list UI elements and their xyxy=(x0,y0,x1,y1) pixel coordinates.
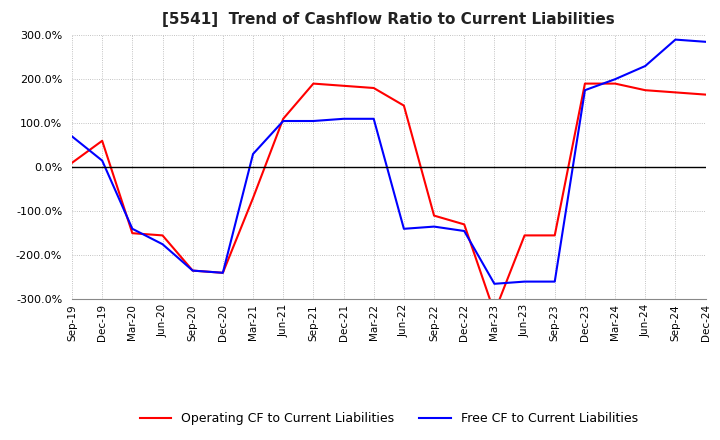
Operating CF to Current Liabilities xyxy=(430,213,438,218)
Free CF to Current Liabilities xyxy=(550,279,559,284)
Free CF to Current Liabilities xyxy=(158,242,167,247)
Free CF to Current Liabilities xyxy=(189,268,197,273)
Operating CF to Current Liabilities xyxy=(98,138,107,143)
Operating CF to Current Liabilities xyxy=(369,85,378,91)
Free CF to Current Liabilities xyxy=(580,88,589,93)
Free CF to Current Liabilities xyxy=(430,224,438,229)
Free CF to Current Liabilities xyxy=(68,134,76,139)
Operating CF to Current Liabilities xyxy=(248,195,257,201)
Operating CF to Current Liabilities xyxy=(189,268,197,273)
Operating CF to Current Liabilities xyxy=(158,233,167,238)
Free CF to Current Liabilities xyxy=(279,118,287,124)
Free CF to Current Liabilities xyxy=(219,270,228,275)
Operating CF to Current Liabilities xyxy=(219,270,228,275)
Operating CF to Current Liabilities xyxy=(550,233,559,238)
Free CF to Current Liabilities xyxy=(309,118,318,124)
Title: [5541]  Trend of Cashflow Ratio to Current Liabilities: [5541] Trend of Cashflow Ratio to Curren… xyxy=(163,12,615,27)
Free CF to Current Liabilities xyxy=(98,158,107,163)
Free CF to Current Liabilities xyxy=(128,226,137,231)
Line: Operating CF to Current Liabilities: Operating CF to Current Liabilities xyxy=(72,84,706,312)
Free CF to Current Liabilities xyxy=(641,63,649,69)
Operating CF to Current Liabilities xyxy=(641,88,649,93)
Operating CF to Current Liabilities xyxy=(339,83,348,88)
Operating CF to Current Liabilities xyxy=(611,81,619,86)
Operating CF to Current Liabilities xyxy=(279,116,287,121)
Operating CF to Current Liabilities xyxy=(521,233,529,238)
Free CF to Current Liabilities xyxy=(248,151,257,157)
Free CF to Current Liabilities xyxy=(671,37,680,42)
Operating CF to Current Liabilities xyxy=(400,103,408,108)
Legend: Operating CF to Current Liabilities, Free CF to Current Liabilities: Operating CF to Current Liabilities, Fre… xyxy=(135,407,643,430)
Operating CF to Current Liabilities xyxy=(580,81,589,86)
Free CF to Current Liabilities xyxy=(369,116,378,121)
Free CF to Current Liabilities xyxy=(701,39,710,44)
Free CF to Current Liabilities xyxy=(339,116,348,121)
Operating CF to Current Liabilities xyxy=(309,81,318,86)
Free CF to Current Liabilities xyxy=(611,77,619,82)
Operating CF to Current Liabilities xyxy=(490,310,499,315)
Operating CF to Current Liabilities xyxy=(701,92,710,97)
Line: Free CF to Current Liabilities: Free CF to Current Liabilities xyxy=(72,40,706,284)
Operating CF to Current Liabilities xyxy=(460,222,469,227)
Operating CF to Current Liabilities xyxy=(671,90,680,95)
Operating CF to Current Liabilities xyxy=(128,231,137,236)
Free CF to Current Liabilities xyxy=(400,226,408,231)
Free CF to Current Liabilities xyxy=(490,281,499,286)
Free CF to Current Liabilities xyxy=(521,279,529,284)
Free CF to Current Liabilities xyxy=(460,228,469,234)
Operating CF to Current Liabilities xyxy=(68,160,76,165)
